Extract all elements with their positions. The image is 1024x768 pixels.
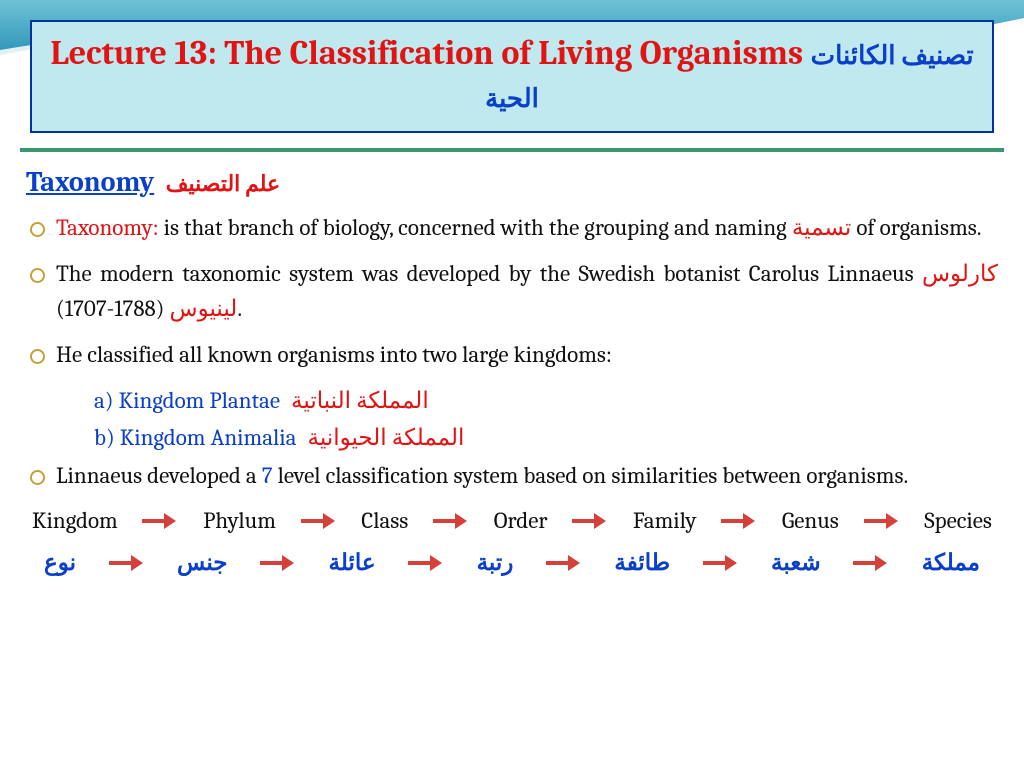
lecture-title: Lecture 13: The Classification of Living… xyxy=(50,32,974,117)
kingdom-plantae-ar: المملكة النباتية xyxy=(291,387,429,414)
lvl-genus-ar: جنس xyxy=(177,545,227,581)
arrow-icon xyxy=(433,514,469,528)
lvl-kingdom: Kingdom xyxy=(32,503,118,539)
taxonomy-levels-en: Kingdom Phylum Class Order Family Genus … xyxy=(26,503,998,539)
arrow-icon xyxy=(260,556,296,570)
lvl-class: Class xyxy=(361,503,408,539)
content-area: Taxonomy: is that branch of biology, con… xyxy=(26,210,998,581)
bullet-1: Taxonomy: is that branch of biology, con… xyxy=(26,210,998,246)
lvl-family: Family xyxy=(633,503,697,539)
title-en: Lecture 13: The Classification of Living… xyxy=(50,33,803,73)
arrow-icon xyxy=(721,514,757,528)
arrow-icon xyxy=(853,556,889,570)
lvl-phylum-ar: شعبة xyxy=(771,545,821,581)
b1-ar: تسمية xyxy=(792,214,852,241)
kingdom-animalia-ar: المملكة الحيوانية xyxy=(308,424,465,451)
bullet-3: He classified all known organisms into t… xyxy=(26,337,998,373)
section-heading: Taxonomy علم التصنيف xyxy=(26,166,280,198)
b1-post: of organisms. xyxy=(851,214,981,241)
term-taxonomy: Taxonomy: xyxy=(56,214,159,241)
b1-pre: is that branch of biology, concerned wit… xyxy=(159,214,792,241)
lvl-species-ar: نوع xyxy=(44,545,76,581)
b4-num: 7 xyxy=(262,462,273,489)
lvl-genus: Genus xyxy=(782,503,839,539)
b4-pre: Linnaeus developed a xyxy=(56,462,262,489)
bullet-list-2: Linnaeus developed a 7 level classificat… xyxy=(26,458,998,494)
title-box: Lecture 13: The Classification of Living… xyxy=(30,20,994,133)
b3-text: He classified all known organisms into t… xyxy=(56,341,612,368)
arrow-icon xyxy=(301,514,337,528)
sub-a: a) Kingdom Plantae المملكة النباتية xyxy=(94,383,998,419)
divider-line xyxy=(20,148,1004,152)
sub-b: b) Kingdom Animalia المملكة الحيوانية xyxy=(94,420,998,456)
bullet-2: The modern taxonomic system was develope… xyxy=(26,256,998,327)
lvl-order-ar: رتبة xyxy=(477,545,514,581)
b4-post: level classification system based on sim… xyxy=(273,462,909,489)
lvl-kingdom-ar: مملكة xyxy=(922,545,980,581)
lvl-phylum: Phylum xyxy=(203,503,276,539)
lvl-order: Order xyxy=(494,503,548,539)
arrow-icon xyxy=(546,556,582,570)
bullet-list: Taxonomy: is that branch of biology, con… xyxy=(26,210,998,373)
kingdom-animalia: b) Kingdom Animalia xyxy=(94,424,296,451)
arrow-icon xyxy=(572,514,608,528)
taxonomy-levels-ar: نوع جنس عائلة رتبة طائفة شعبة مملكة xyxy=(26,545,998,581)
section-ar: علم التصنيف xyxy=(166,171,280,197)
arrow-icon xyxy=(408,556,444,570)
kingdom-plantae: a) Kingdom Plantae xyxy=(94,387,280,414)
lvl-species: Species xyxy=(924,503,992,539)
arrow-icon xyxy=(864,514,900,528)
lvl-class-ar: طائفة xyxy=(614,545,670,581)
lvl-family-ar: عائلة xyxy=(329,545,376,581)
section-en: Taxonomy xyxy=(26,166,154,198)
arrow-icon xyxy=(142,514,178,528)
arrow-icon xyxy=(703,556,739,570)
arrow-icon xyxy=(109,556,145,570)
bullet-4: Linnaeus developed a 7 level classificat… xyxy=(26,458,998,494)
b2-pre: The modern taxonomic system was develope… xyxy=(56,260,922,287)
